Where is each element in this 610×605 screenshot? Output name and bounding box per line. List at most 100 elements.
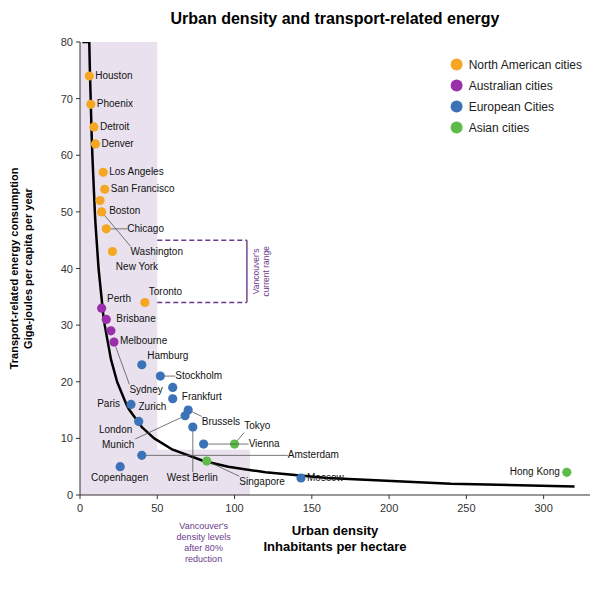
city-point [140, 298, 149, 307]
city-point [85, 71, 94, 80]
label-leader [116, 346, 130, 384]
city-point [202, 456, 211, 465]
label-leader [208, 444, 248, 445]
range-line [157, 239, 247, 240]
city-point [99, 168, 108, 177]
city-label: Sydney [129, 384, 162, 395]
legend-label: Australian cities [469, 79, 553, 93]
shaded-region [157, 450, 250, 495]
y-tick [76, 155, 80, 156]
city-label: Moscow [307, 472, 344, 483]
city-label: Boston [109, 205, 140, 216]
label-leader [165, 376, 175, 377]
x-tick [543, 495, 544, 499]
city-label: Munich [102, 439, 134, 450]
city-point [134, 417, 143, 426]
city-label: Copenhagen [91, 472, 148, 483]
city-point [188, 422, 197, 431]
city-label: London [99, 424, 132, 435]
city-point [102, 224, 111, 233]
city-point [137, 451, 146, 460]
city-label: Houston [95, 70, 132, 81]
city-label: Singapore [239, 476, 285, 487]
city-point [89, 122, 98, 131]
y-axis-label: Transport-related energy consumptionGiga… [8, 167, 34, 369]
y-tick [76, 325, 80, 326]
y-tick-label: 60 [61, 149, 73, 161]
city-label: Hamburg [147, 350, 188, 361]
y-tick-label: 40 [61, 263, 73, 275]
city-label: Paris [97, 398, 120, 409]
legend-marker [451, 59, 463, 71]
city-label: New York [116, 261, 159, 272]
annotation: Vancouver'sdensity levelsafter 80%reduct… [177, 521, 232, 564]
city-label: Washington [131, 246, 183, 257]
city-point [199, 439, 208, 448]
x-tick-label: 50 [151, 502, 163, 514]
city-point [156, 371, 165, 380]
x-tick [234, 495, 235, 499]
legend-label: North American cities [469, 58, 582, 72]
y-tick [76, 211, 80, 212]
city-point [168, 394, 177, 403]
city-label: San Francisco [111, 183, 175, 194]
city-point [91, 139, 100, 148]
label-leader [192, 412, 201, 416]
x-tick-label: 100 [225, 502, 243, 514]
legend-marker [451, 122, 463, 134]
city-label: Zurich [138, 401, 166, 412]
city-point [137, 360, 146, 369]
plot-area [80, 42, 575, 495]
range-bracket [246, 240, 247, 302]
city-label: Toronto [149, 286, 183, 297]
legend-label: European Cities [469, 100, 554, 114]
legend-marker [451, 80, 463, 92]
y-tick-label: 50 [61, 206, 73, 218]
y-tick [76, 42, 80, 43]
city-label: Amsterdam [288, 449, 339, 460]
x-tick [80, 495, 81, 499]
leaders [105, 215, 288, 476]
city-point [106, 326, 115, 335]
city-point [116, 462, 125, 471]
x-axis [80, 495, 590, 496]
city-point [100, 185, 109, 194]
city-point [86, 100, 95, 109]
legend-marker [451, 101, 463, 113]
y-axis-label-group: Transport-related energy consumptionGiga… [8, 167, 34, 369]
city-point [108, 247, 117, 256]
label-leader [146, 455, 287, 456]
x-tick [311, 495, 312, 499]
city-point [562, 468, 571, 477]
city-label: Brussels [202, 416, 240, 427]
x-tick-label: 250 [457, 502, 475, 514]
city-point [97, 304, 106, 313]
x-tick [466, 495, 467, 499]
city-point [97, 207, 106, 216]
legend: North American cities Australian cities Eu… [451, 58, 582, 135]
city-label: Stockholm [175, 370, 222, 381]
x-tick-label: 300 [534, 502, 552, 514]
city-label: Denver [101, 138, 134, 149]
city-label: West Berlin [167, 472, 218, 483]
city-label: Melbourne [120, 335, 168, 346]
city-label: Phoenix [97, 98, 133, 109]
annotation: Vancouver'scurrent range [251, 246, 272, 297]
city-point [102, 315, 111, 324]
title: Urban density and transport-related ener… [171, 10, 500, 27]
city-label: Detroit [100, 121, 130, 132]
curve [82, 42, 574, 487]
city-point [168, 383, 177, 392]
y-tick-label: 80 [61, 36, 73, 48]
label-leader [135, 418, 181, 439]
y-tick [76, 495, 80, 496]
x-tick-label: 200 [380, 502, 398, 514]
city-label: Chicago [127, 223, 164, 234]
label-leader [111, 228, 127, 229]
city-point [180, 411, 189, 420]
label-leader [238, 433, 245, 441]
y-tick [76, 98, 80, 99]
legend-label: Asian cities [469, 121, 530, 135]
city-label: Vienna [249, 438, 280, 449]
x-axis-label: Urban densityInhabitants per hectare [263, 523, 406, 554]
